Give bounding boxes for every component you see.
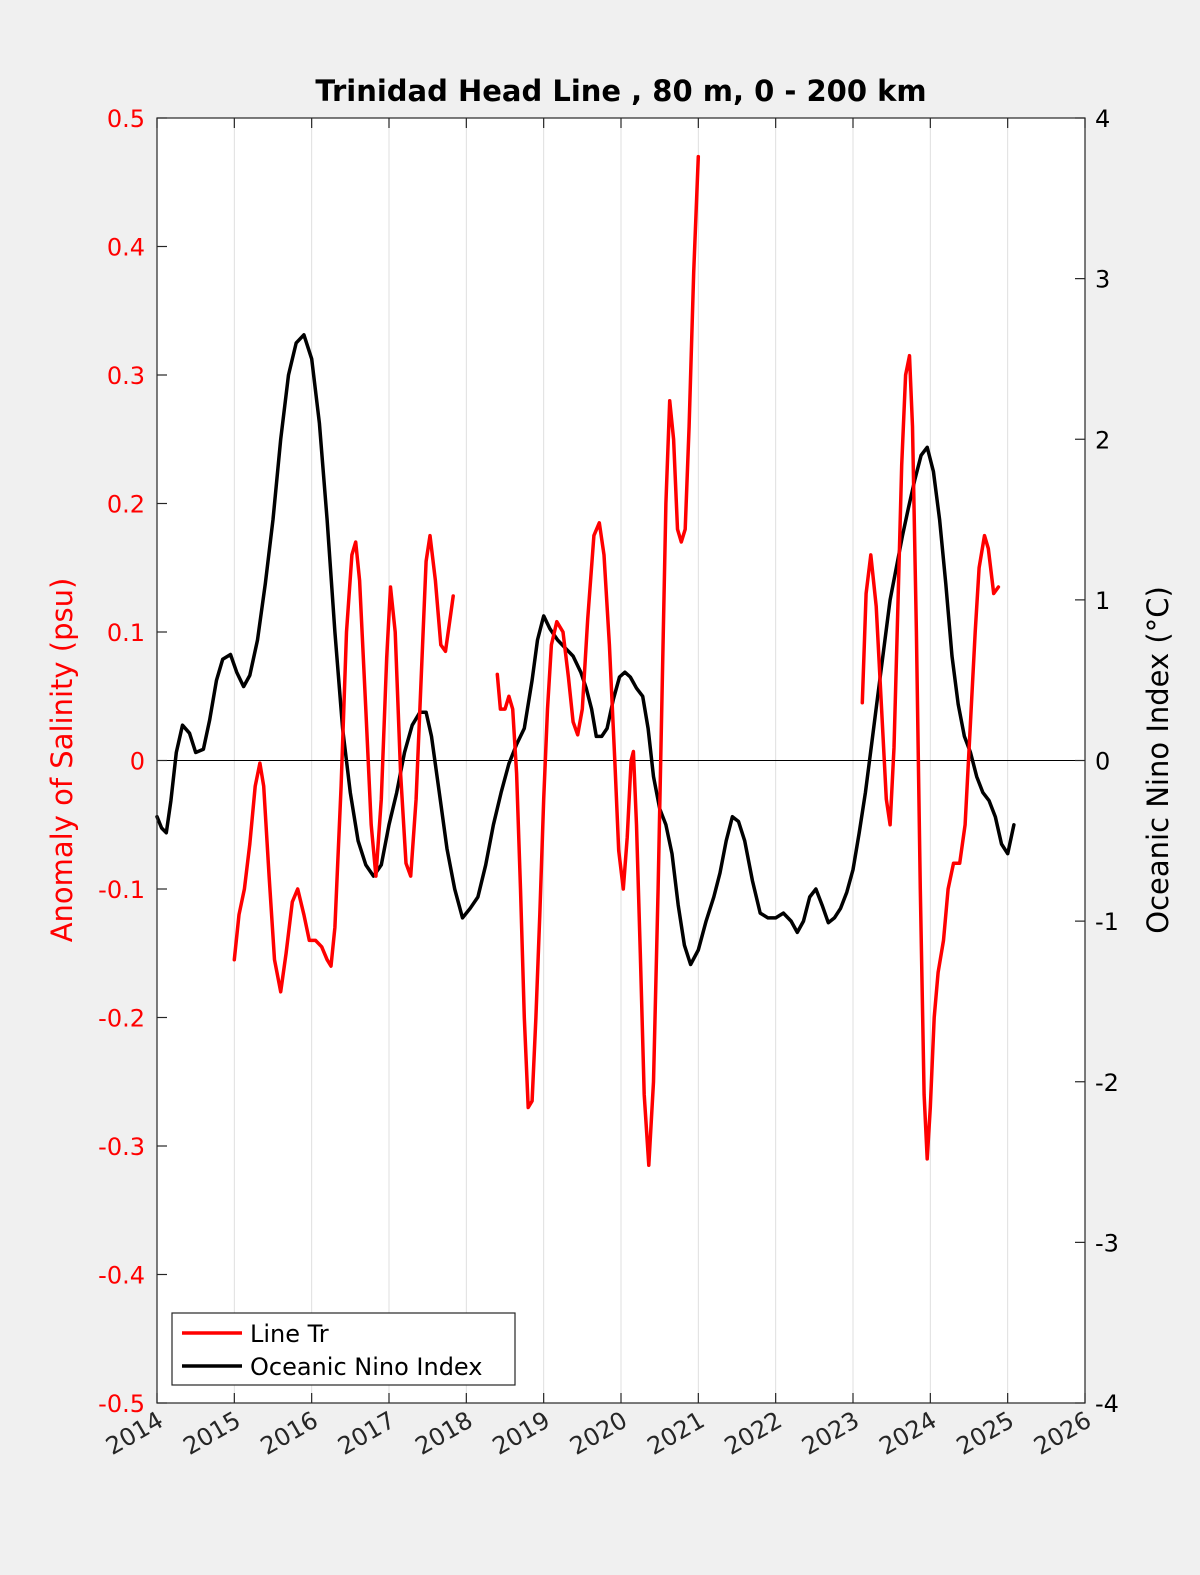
left-y-axis: 0.5 0.4 0.3 0.2 0.1 0 -0.1 -0.2 -0.3 -0.4 -0.5 <box>98 105 167 1418</box>
y-left-tick-label: -0.3 <box>98 1133 145 1161</box>
y-right-tick-label: 4 <box>1095 105 1110 133</box>
salinity-series-line-0 <box>232 533 455 994</box>
y-right-tick-label: 3 <box>1095 266 1110 294</box>
y-left-tick-label: 0.2 <box>107 491 145 519</box>
y-left-tick-label: -0.2 <box>98 1005 145 1033</box>
y-right-tick-label: 2 <box>1095 426 1110 454</box>
chart-title: Trinidad Head Line , 80 m, 0 - 200 km <box>315 74 926 108</box>
y-left-tick-label: 0.3 <box>107 362 145 390</box>
y-right-tick-label: -3 <box>1095 1229 1119 1257</box>
legend: Line Tr Oceanic Nino Index <box>171 1312 516 1386</box>
y-right-tick-label: -2 <box>1095 1069 1119 1097</box>
legend-label-oni: Oceanic Nino Index <box>250 1353 482 1381</box>
y-left-tick-label: 0 <box>130 748 145 776</box>
oni-series-line-0 <box>155 333 1016 967</box>
y-left-tick-label: -0.4 <box>98 1262 145 1290</box>
salinity-series-line-2 <box>860 353 1001 1161</box>
right-y-axis: 4 3 2 1 0 -1 -2 -3 -4 <box>1075 105 1119 1418</box>
y-right-tick-label: -4 <box>1095 1390 1119 1418</box>
legend-box <box>171 1312 516 1386</box>
y-left-tick-label: -0.5 <box>98 1390 145 1418</box>
y-left-tick-label: -0.1 <box>98 876 145 904</box>
series-layer <box>155 154 1016 1168</box>
y-right-tick-label: -1 <box>1095 908 1119 936</box>
salinity-series-line-1 <box>495 154 701 1168</box>
y-left-tick-label: 0.4 <box>107 234 145 262</box>
y-right-tick-label: 1 <box>1095 587 1110 615</box>
left-y-axis-label: Anomaly of Salinity (psu) <box>45 578 79 943</box>
right-y-axis-label: Oceanic Nino Index (°C) <box>1141 586 1175 934</box>
y-left-tick-label: 0.5 <box>107 105 145 133</box>
y-left-tick-label: 0.1 <box>107 619 145 647</box>
legend-label-line-tr: Line Tr <box>250 1320 329 1348</box>
y-right-tick-label: 0 <box>1095 748 1110 776</box>
